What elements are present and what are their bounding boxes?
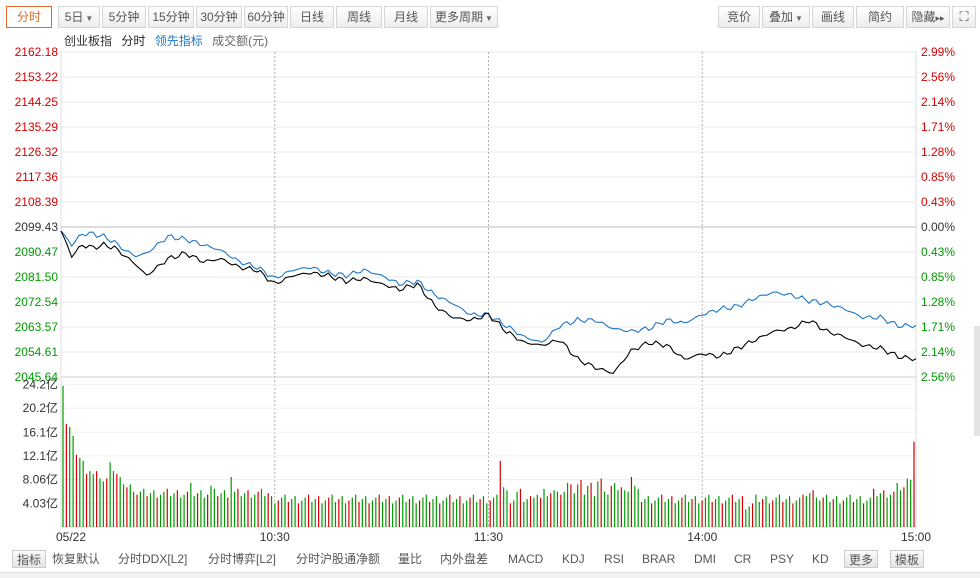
price-tick-label: 2126.32 <box>15 145 59 159</box>
volume-tick-label: 12.1亿 <box>23 448 58 463</box>
time-tick-label: 15:00 <box>901 530 931 544</box>
hide-panel-button[interactable]: 隐藏▸▸ <box>906 6 950 28</box>
pct-tick-label: 0.43% <box>921 245 955 259</box>
side-collapse-handle[interactable] <box>974 326 980 436</box>
simple-mode-button[interactable]: 简约 <box>856 6 904 28</box>
indicator-tab[interactable]: 指标 <box>12 550 47 568</box>
tab-daily[interactable]: 日线 <box>290 6 334 28</box>
time-tick-label: 10:30 <box>260 530 290 544</box>
indicator-tab[interactable]: 量比 <box>398 552 423 566</box>
price-tick-label: 2162.18 <box>15 45 59 59</box>
indicator-tab[interactable]: RSI <box>604 552 625 566</box>
volume-tick-label: 4.03亿 <box>23 495 58 510</box>
price-tick-label: 2063.57 <box>15 320 59 334</box>
tab-intraday[interactable]: 分时 <box>6 6 52 28</box>
pct-tick-label: 1.28% <box>921 145 955 159</box>
chevron-down-icon: ▼ <box>795 14 803 23</box>
horizontal-scrollbar[interactable] <box>0 572 980 578</box>
indicator-tab[interactable]: 分时沪股通净额 <box>296 552 381 566</box>
volume-tick-label: 20.2亿 <box>23 400 58 415</box>
price-tick-label: 2135.29 <box>15 120 59 134</box>
price-tick-label: 2117.36 <box>16 170 59 184</box>
price-tick-label: 2054.61 <box>15 345 59 359</box>
tab-weekly[interactable]: 周线 <box>336 6 382 28</box>
price-tick-label: 2090.47 <box>15 245 59 259</box>
price-tick-label: 2081.50 <box>15 270 59 284</box>
time-tick-label: 11:30 <box>474 530 503 544</box>
volume-tick-label: 16.1亿 <box>23 424 58 439</box>
price-line <box>60 230 917 374</box>
chart-legend: 创业板指 分时 领先指标 成交额(元) <box>64 33 274 49</box>
more-periods-dropdown[interactable]: 更多周期 ▼ <box>430 6 498 28</box>
price-tick-label: 2108.39 <box>15 195 59 209</box>
indicator-tab[interactable]: 模板 <box>890 550 925 568</box>
tab-5day[interactable]: 5日 ▼ <box>58 6 100 28</box>
indicator-tab[interactable]: 恢复默认 <box>52 552 101 566</box>
indicator-tab[interactable]: 更多 <box>844 550 879 568</box>
volume-tick-label: 24.2亿 <box>23 377 58 392</box>
indicator-tabs: 指标 恢复默认 分时DDX[L2] 分时博弈[L2] 分时沪股通净额 量比 内外盘差 MACD… <box>0 548 980 570</box>
draw-line-button[interactable]: 画线 <box>812 6 854 28</box>
mode-label: 分时 <box>121 34 146 48</box>
price-tick-label: 2072.54 <box>15 295 59 309</box>
index-name: 创业板指 <box>64 34 113 48</box>
price-tick-label: 2099.43 <box>15 220 59 234</box>
pct-tick-label: 1.28% <box>921 295 955 309</box>
pct-tick-label: 0.85% <box>921 170 955 184</box>
tab-5min[interactable]: 5分钟 <box>102 6 146 28</box>
price-tick-label: 2144.25 <box>15 95 59 109</box>
chevron-down-icon: ▼ <box>485 14 493 23</box>
period-toolbar: 分时 5日 ▼ 5分钟 15分钟 30分钟 60分钟 日线 周线 月线 更多周期 ▼… <box>0 0 980 34</box>
tab-15min[interactable]: 15分钟 <box>148 6 194 28</box>
price-tick-label: 2153.22 <box>15 70 59 84</box>
pct-tick-label: 2.56% <box>921 370 955 384</box>
pct-tick-label: 0.00% <box>921 220 955 234</box>
pct-tick-label: 2.14% <box>921 95 955 109</box>
indicator-tab[interactable]: DMI <box>694 552 716 566</box>
indicator-tab[interactable]: 内外盘差 <box>440 552 489 566</box>
tab-30min[interactable]: 30分钟 <box>196 6 242 28</box>
indicator-tab[interactable]: BRAR <box>642 552 676 566</box>
pct-tick-label: 2.99% <box>921 45 955 59</box>
volume-tick-label: 8.06亿 <box>23 472 58 487</box>
pct-tick-label: 0.85% <box>921 270 955 284</box>
indicator-tab[interactable]: 分时DDX[L2] <box>118 552 188 566</box>
pct-tick-label: 2.56% <box>921 70 955 84</box>
indicator-tab[interactable]: PSY <box>770 552 795 566</box>
indicator-tab[interactable]: KD <box>812 552 829 566</box>
time-tick-label: 14:00 <box>687 530 717 544</box>
auction-button[interactable]: 竞价 <box>718 6 760 28</box>
tab-monthly[interactable]: 月线 <box>384 6 428 28</box>
indicator-tab[interactable]: CR <box>734 552 752 566</box>
tab-60min[interactable]: 60分钟 <box>244 6 288 28</box>
overlay-dropdown[interactable]: 叠加 ▼ <box>762 6 810 28</box>
lead-indicator-label[interactable]: 领先指标 <box>154 34 203 48</box>
pct-tick-label: 1.71% <box>921 120 955 134</box>
pct-tick-label: 0.43% <box>921 195 955 209</box>
indicator-tab[interactable]: 分时博弈[L2] <box>208 552 277 566</box>
volume-label: 成交额(元) <box>212 34 269 48</box>
pct-tick-label: 1.71% <box>921 320 955 334</box>
time-tick-label: 05/22 <box>56 530 86 544</box>
price-tick-label: 2045.64 <box>15 370 59 384</box>
intraday-chart[interactable]: 2162.18 2.99% 2153.22 2.56% 2144.25 2.14% 2135… <box>0 0 980 548</box>
expand-icon[interactable]: ⛶ <box>952 6 976 28</box>
pct-tick-label: 2.14% <box>921 345 955 359</box>
indicator-tab[interactable]: MACD <box>508 552 544 566</box>
double-arrow-right-icon: ▸▸ <box>935 13 945 23</box>
chevron-down-icon: ▼ <box>85 14 94 23</box>
indicator-tab[interactable]: KDJ <box>562 552 585 566</box>
